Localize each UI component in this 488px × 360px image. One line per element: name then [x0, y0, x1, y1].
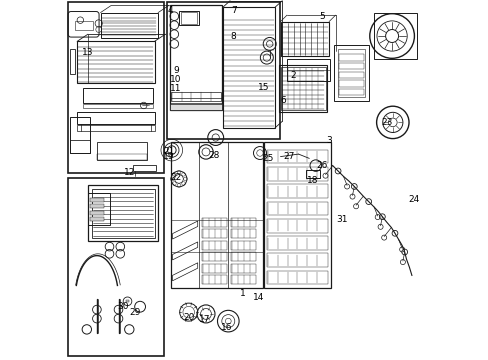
Bar: [264, 142, 330, 288]
Bar: [306, 170, 320, 178]
Bar: [167, 2, 280, 139]
Bar: [97, 154, 147, 160]
Bar: [91, 189, 154, 238]
Bar: [90, 211, 104, 215]
Bar: [266, 236, 327, 250]
Text: 15: 15: [257, 83, 268, 92]
Text: 11: 11: [170, 84, 182, 93]
Text: 28: 28: [208, 151, 219, 160]
Bar: [280, 22, 328, 56]
Bar: [266, 253, 327, 267]
Bar: [77, 125, 154, 131]
Bar: [231, 218, 255, 227]
Text: 9: 9: [173, 66, 179, 75]
Bar: [170, 98, 222, 103]
Text: 21: 21: [163, 147, 174, 156]
Bar: [280, 67, 325, 110]
Text: 25: 25: [262, 154, 273, 163]
Bar: [179, 11, 199, 25]
Bar: [90, 217, 104, 221]
Text: 19: 19: [163, 152, 174, 161]
Bar: [75, 21, 92, 30]
Bar: [266, 184, 327, 198]
Text: 14: 14: [253, 292, 264, 302]
Text: 30: 30: [117, 302, 129, 311]
Bar: [231, 241, 255, 250]
Bar: [88, 193, 109, 225]
Bar: [70, 117, 89, 153]
Text: 6: 6: [280, 96, 285, 105]
Text: 31: 31: [335, 215, 347, 224]
Bar: [266, 202, 327, 215]
Bar: [125, 300, 129, 302]
Bar: [278, 65, 326, 112]
Bar: [339, 54, 363, 61]
Bar: [82, 88, 152, 103]
Bar: [231, 275, 255, 284]
Bar: [170, 104, 222, 110]
Bar: [68, 2, 163, 173]
Text: 3: 3: [325, 136, 331, 145]
Text: 22: 22: [170, 173, 182, 182]
Text: 27: 27: [283, 152, 295, 161]
Bar: [97, 142, 147, 160]
Text: 23: 23: [380, 118, 391, 127]
Bar: [231, 252, 255, 261]
Bar: [339, 63, 363, 69]
Bar: [170, 142, 262, 288]
Text: 10: 10: [170, 75, 182, 84]
Bar: [266, 150, 327, 163]
Bar: [70, 140, 89, 153]
Bar: [202, 252, 226, 261]
Bar: [337, 49, 365, 97]
Bar: [133, 165, 156, 171]
Bar: [202, 241, 226, 250]
Bar: [339, 72, 363, 78]
Bar: [70, 49, 75, 74]
Bar: [339, 80, 363, 87]
Bar: [82, 104, 152, 108]
Text: 5: 5: [318, 12, 324, 21]
Text: 16: 16: [220, 323, 232, 332]
Bar: [90, 204, 104, 208]
Bar: [286, 59, 329, 81]
Bar: [90, 198, 104, 202]
Bar: [373, 13, 416, 59]
Text: 1: 1: [239, 289, 245, 298]
Bar: [101, 13, 158, 38]
Bar: [231, 264, 255, 273]
Text: 18: 18: [306, 176, 318, 185]
Text: 13: 13: [82, 48, 94, 57]
Bar: [202, 218, 226, 227]
Bar: [202, 264, 226, 273]
Bar: [266, 219, 327, 233]
Bar: [223, 7, 275, 128]
Bar: [202, 275, 226, 284]
Text: 7: 7: [230, 6, 236, 15]
Bar: [88, 185, 158, 241]
Bar: [77, 112, 154, 124]
Text: 17: 17: [199, 315, 210, 324]
Text: 20: 20: [183, 313, 194, 323]
Bar: [339, 89, 363, 95]
Text: 29: 29: [129, 308, 140, 317]
Bar: [334, 45, 368, 101]
Bar: [231, 229, 255, 238]
Text: 26: 26: [316, 161, 327, 170]
Text: 12: 12: [123, 168, 135, 177]
Bar: [266, 271, 327, 284]
Bar: [266, 167, 327, 181]
Bar: [68, 178, 163, 356]
Bar: [181, 12, 197, 24]
Text: 4: 4: [167, 6, 173, 15]
Text: 2: 2: [290, 71, 295, 80]
Text: 8: 8: [230, 32, 236, 41]
Bar: [77, 41, 154, 83]
Bar: [170, 92, 221, 101]
Text: 24: 24: [407, 195, 419, 204]
Bar: [170, 5, 222, 110]
Bar: [202, 229, 226, 238]
